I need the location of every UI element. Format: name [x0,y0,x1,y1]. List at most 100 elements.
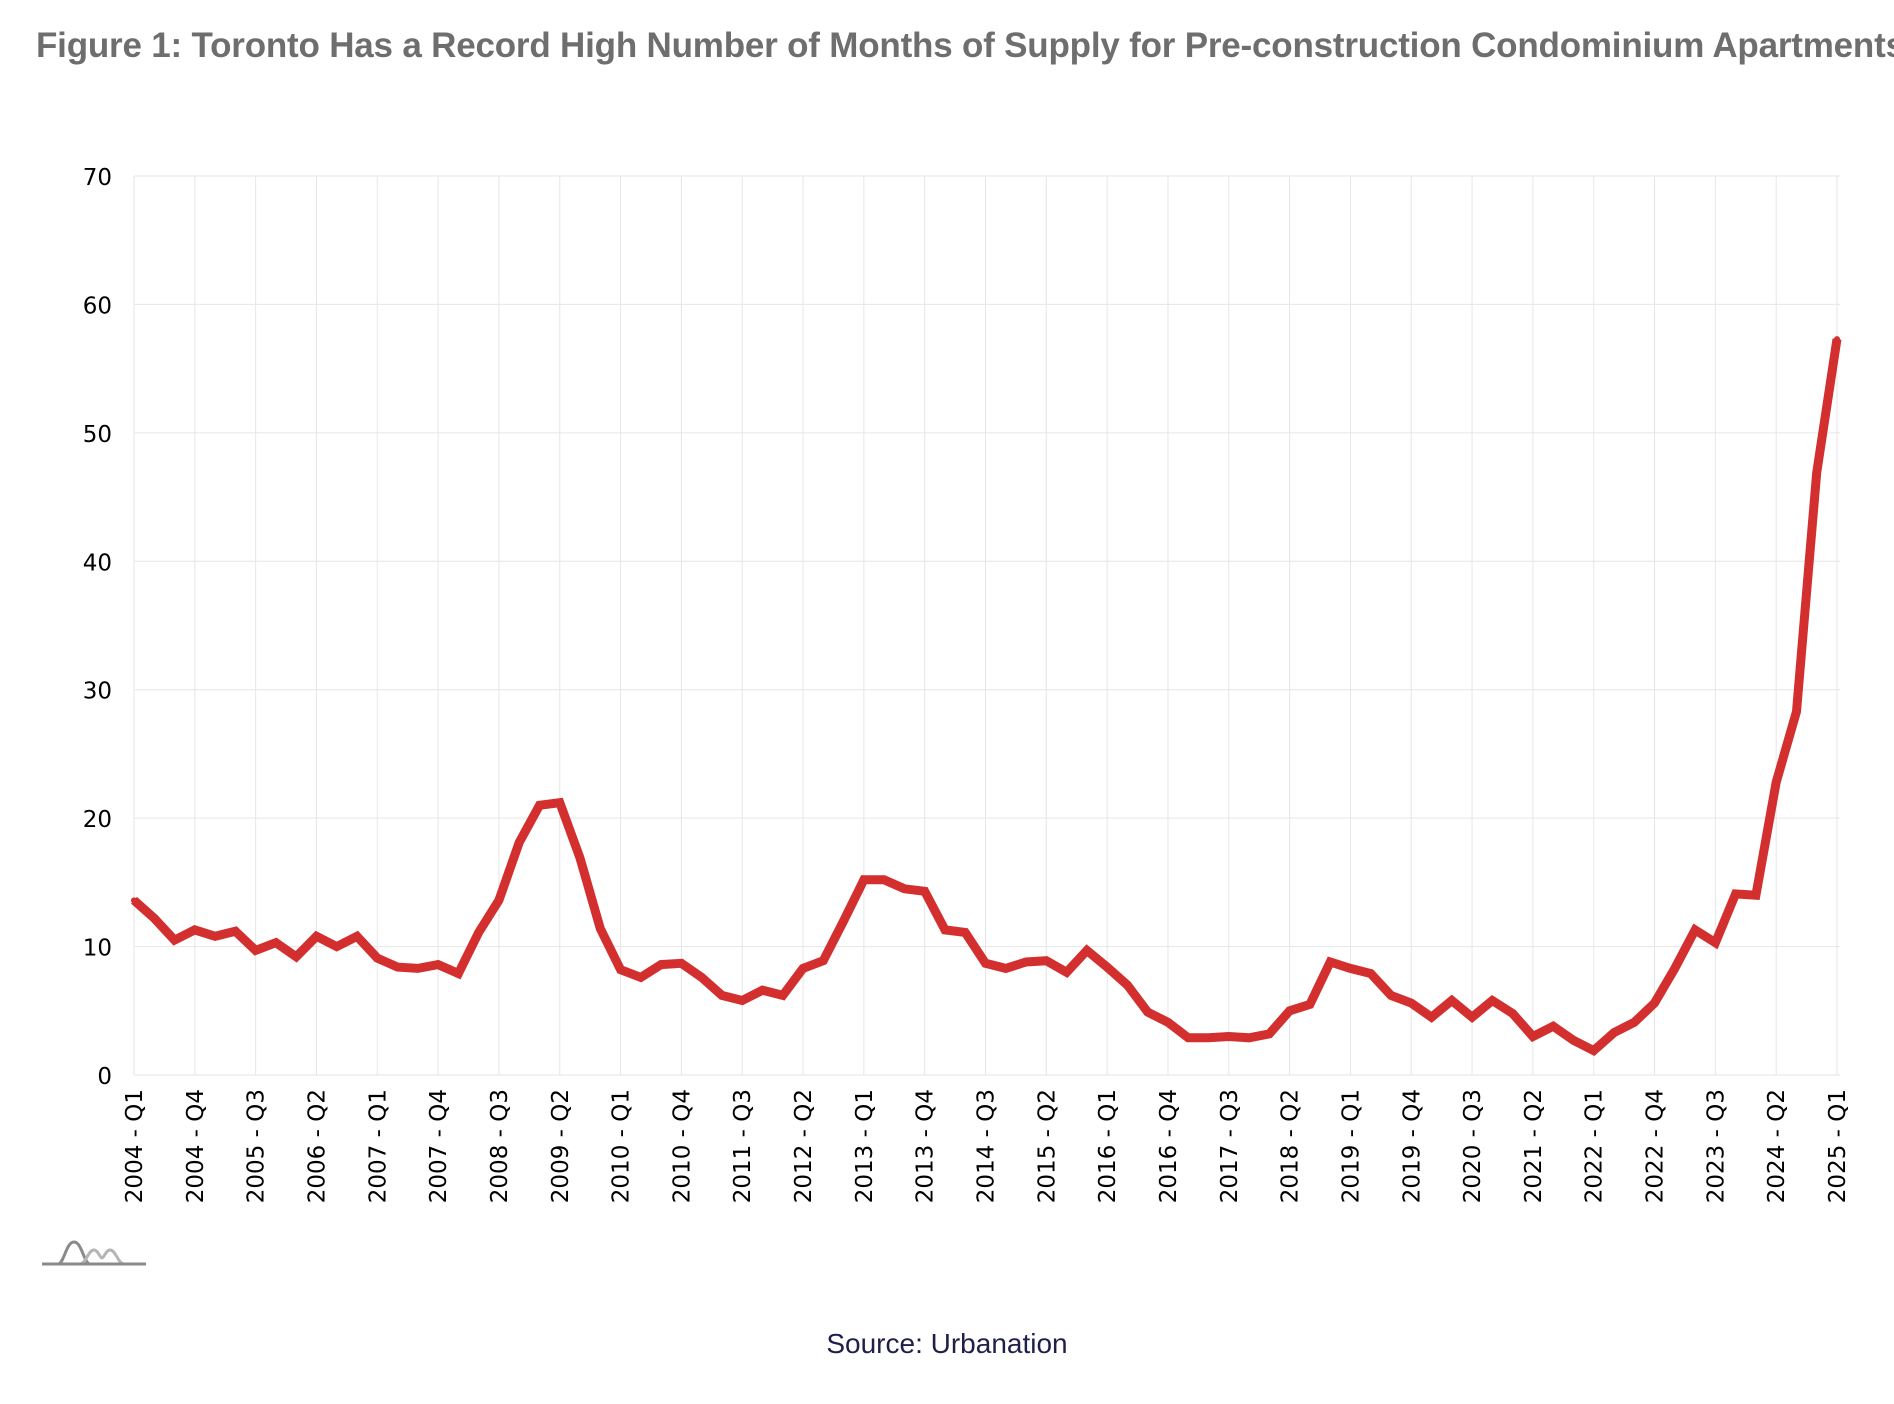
data-point [1185,1034,1192,1041]
data-point [1286,1007,1293,1014]
y-tick-label: 20 [83,807,112,833]
x-tick-label: 2017 - Q3 [1217,1089,1243,1203]
x-tick-label: 2013 - Q4 [913,1089,939,1203]
data-point [414,965,421,972]
x-tick-label: 2007 - Q1 [365,1089,391,1203]
data-point [941,926,948,933]
x-axis-tick-labels: 2004 - Q1 2004 - Q4 2005 - Q3 2006 - Q2 2007… [122,1089,1851,1203]
data-point [678,960,685,967]
y-tick-label: 50 [83,422,112,448]
y-axis-tick-labels: 0 10 20 30 40 50 60 70 [83,165,112,1090]
x-tick-label: 2023 - Q3 [1703,1089,1729,1203]
data-point [232,928,239,935]
data-point [840,917,847,924]
data-point [1793,708,1800,715]
data-point [860,876,867,883]
x-tick-label: 2011 - Q3 [730,1089,756,1203]
y-tick-label: 40 [83,550,112,576]
x-tick-label: 2010 - Q4 [669,1089,695,1203]
x-tick-label: 2013 - Q1 [852,1089,878,1203]
data-point [698,974,705,981]
data-point [1246,1034,1253,1041]
data-point [617,966,624,973]
vertical-gridlines [133,176,1838,1075]
data-point [1043,957,1050,964]
x-tick-label: 2021 - Q2 [1521,1089,1547,1203]
series-points [131,336,1840,1054]
data-point [272,939,279,946]
data-point [1164,1019,1171,1026]
data-point [901,885,908,892]
data-point [1023,958,1030,965]
x-tick-label: 2025 - Q1 [1825,1089,1851,1203]
data-point [1773,779,1780,786]
data-point [435,961,442,968]
data-point [921,888,928,895]
data-point [658,961,665,968]
data-point [293,953,300,960]
data-point [151,915,158,922]
data-point [637,974,644,981]
data-point [962,929,969,936]
data-point [1529,1033,1536,1040]
series-layer [131,336,1842,1056]
y-tick-label: 60 [83,293,112,319]
x-tick-label: 2007 - Q4 [426,1089,452,1203]
x-tick-label: 2009 - Q2 [548,1089,574,1203]
data-point [718,992,725,999]
x-tick-label: 2019 - Q1 [1338,1089,1364,1203]
data-point [374,955,381,962]
data-point [1834,336,1840,343]
x-tick-label: 2004 - Q1 [122,1089,148,1203]
data-point [577,854,584,861]
mountain-wave-logo-icon [42,1240,146,1266]
data-point [1327,958,1334,965]
data-point [556,799,563,806]
data-point [1631,1019,1638,1026]
data-point [1002,965,1009,972]
data-point [495,897,502,904]
data-point [820,957,827,964]
data-point [1610,1029,1617,1036]
data-point [252,947,259,954]
data-point [1408,1000,1415,1007]
chart-title: Figure 1: Toronto Has a Record High Numb… [36,26,1894,65]
x-tick-label: 2005 - Q3 [244,1089,270,1203]
data-point [313,933,320,940]
data-point [1124,982,1131,989]
y-tick-label: 30 [83,679,112,705]
x-tick-label: 2004 - Q4 [183,1089,209,1203]
data-point [779,992,786,999]
x-tick-label: 2010 - Q1 [609,1089,635,1203]
data-point [1306,1001,1313,1008]
data-point [1469,1014,1476,1021]
data-point [1428,1014,1435,1021]
x-tick-label: 2022 - Q4 [1643,1089,1669,1203]
x-tick-label: 2024 - Q2 [1764,1089,1790,1203]
data-point [1104,964,1111,971]
x-tick-label: 2014 - Q3 [974,1089,1000,1203]
data-point [536,802,543,809]
data-point [1387,992,1394,999]
data-point [759,987,766,994]
data-point [475,929,482,936]
x-tick-label: 2008 - Q3 [487,1089,513,1203]
data-point [982,960,989,967]
data-point [1590,1047,1597,1054]
data-point [1063,969,1070,976]
data-point [171,937,178,944]
horizontal-gridlines [134,175,1840,1076]
data-point [455,970,462,977]
x-tick-label: 2015 - Q2 [1034,1089,1060,1203]
data-point [739,997,746,1004]
data-point [1448,997,1455,1004]
data-point [1205,1034,1212,1041]
x-tick-label: 2016 - Q4 [1156,1089,1182,1203]
data-point [1083,947,1090,954]
x-tick-label: 2020 - Q3 [1460,1089,1486,1203]
y-tick-label: 0 [97,1064,112,1090]
data-point [1671,965,1678,972]
data-point [597,925,604,932]
x-tick-label: 2012 - Q2 [791,1089,817,1203]
